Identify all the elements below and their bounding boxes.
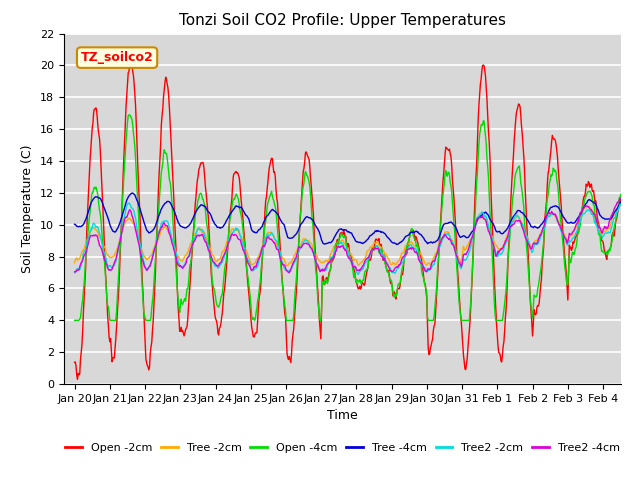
Tree2 -4cm (635, 221, 640, 227)
Open -2cm (74, 376, 81, 382)
Tree2 -4cm (447, 238, 455, 244)
Open -4cm (635, 251, 640, 257)
Tree2 -2cm (241, 250, 249, 256)
Tree2 -4cm (137, 252, 145, 258)
Tree -4cm (128, 190, 136, 196)
Open -4cm (269, 196, 277, 202)
Open -2cm (270, 169, 278, 175)
Open -2cm (416, 252, 424, 257)
Tree -4cm (138, 211, 145, 217)
Text: TZ_soilco2: TZ_soilco2 (81, 51, 154, 64)
Tree -4cm (269, 207, 277, 213)
Open -4cm (241, 252, 249, 258)
Tree -2cm (447, 236, 455, 242)
Tree -4cm (635, 214, 640, 219)
Line: Tree -4cm: Tree -4cm (75, 193, 639, 244)
Tree2 -4cm (241, 250, 248, 256)
Tree -2cm (618, 200, 626, 205)
Tree -4cm (448, 220, 456, 226)
Open -4cm (71, 317, 79, 323)
Tree2 -4cm (621, 193, 628, 199)
Tree -4cm (393, 241, 401, 247)
Open -2cm (127, 54, 134, 60)
Tree2 -2cm (416, 257, 424, 263)
Tree -2cm (635, 227, 640, 233)
Tree2 -4cm (415, 258, 423, 264)
Open -4cm (291, 301, 298, 307)
Tree2 -4cm (71, 269, 79, 275)
Open -2cm (138, 277, 146, 283)
Line: Tree2 -4cm: Tree2 -4cm (75, 196, 639, 273)
Tree2 -2cm (291, 260, 298, 265)
Tree -2cm (137, 244, 145, 250)
Open -2cm (242, 254, 250, 260)
Tree -4cm (71, 221, 79, 227)
Tree2 -2cm (269, 232, 277, 238)
Line: Tree2 -2cm: Tree2 -2cm (75, 203, 639, 275)
Line: Open -2cm: Open -2cm (75, 57, 639, 379)
Open -4cm (138, 271, 145, 277)
Y-axis label: Soil Temperature (C): Soil Temperature (C) (22, 144, 35, 273)
Tree2 -2cm (125, 200, 133, 206)
Tree -2cm (269, 231, 276, 237)
Tree -4cm (241, 211, 249, 217)
Open -4cm (415, 256, 423, 262)
Tree -2cm (291, 252, 298, 258)
Tree2 -2cm (138, 249, 145, 254)
Tree2 -2cm (355, 272, 362, 277)
Open -4cm (125, 112, 133, 118)
Tree2 -2cm (635, 232, 640, 238)
Tree -4cm (416, 231, 424, 237)
Open -4cm (447, 183, 455, 189)
Open -2cm (291, 303, 299, 309)
Tree -4cm (291, 233, 298, 239)
Open -2cm (448, 162, 456, 168)
Tree2 -4cm (291, 258, 298, 264)
Line: Tree -2cm: Tree -2cm (75, 203, 639, 266)
X-axis label: Time: Time (327, 409, 358, 422)
Tree2 -4cm (285, 270, 293, 276)
Legend: Open -2cm, Tree -2cm, Open -4cm, Tree -4cm, Tree2 -2cm, Tree2 -4cm: Open -2cm, Tree -2cm, Open -4cm, Tree -4… (61, 439, 624, 457)
Tree -2cm (283, 263, 291, 269)
Title: Tonzi Soil CO2 Profile: Upper Temperatures: Tonzi Soil CO2 Profile: Upper Temperatur… (179, 13, 506, 28)
Tree -2cm (415, 250, 423, 255)
Open -2cm (71, 360, 79, 365)
Tree -2cm (71, 260, 79, 265)
Tree -2cm (241, 243, 248, 249)
Tree2 -2cm (71, 270, 79, 276)
Line: Open -4cm: Open -4cm (75, 115, 639, 320)
Tree2 -2cm (448, 239, 456, 244)
Tree2 -4cm (269, 238, 276, 244)
Open -2cm (635, 252, 640, 258)
